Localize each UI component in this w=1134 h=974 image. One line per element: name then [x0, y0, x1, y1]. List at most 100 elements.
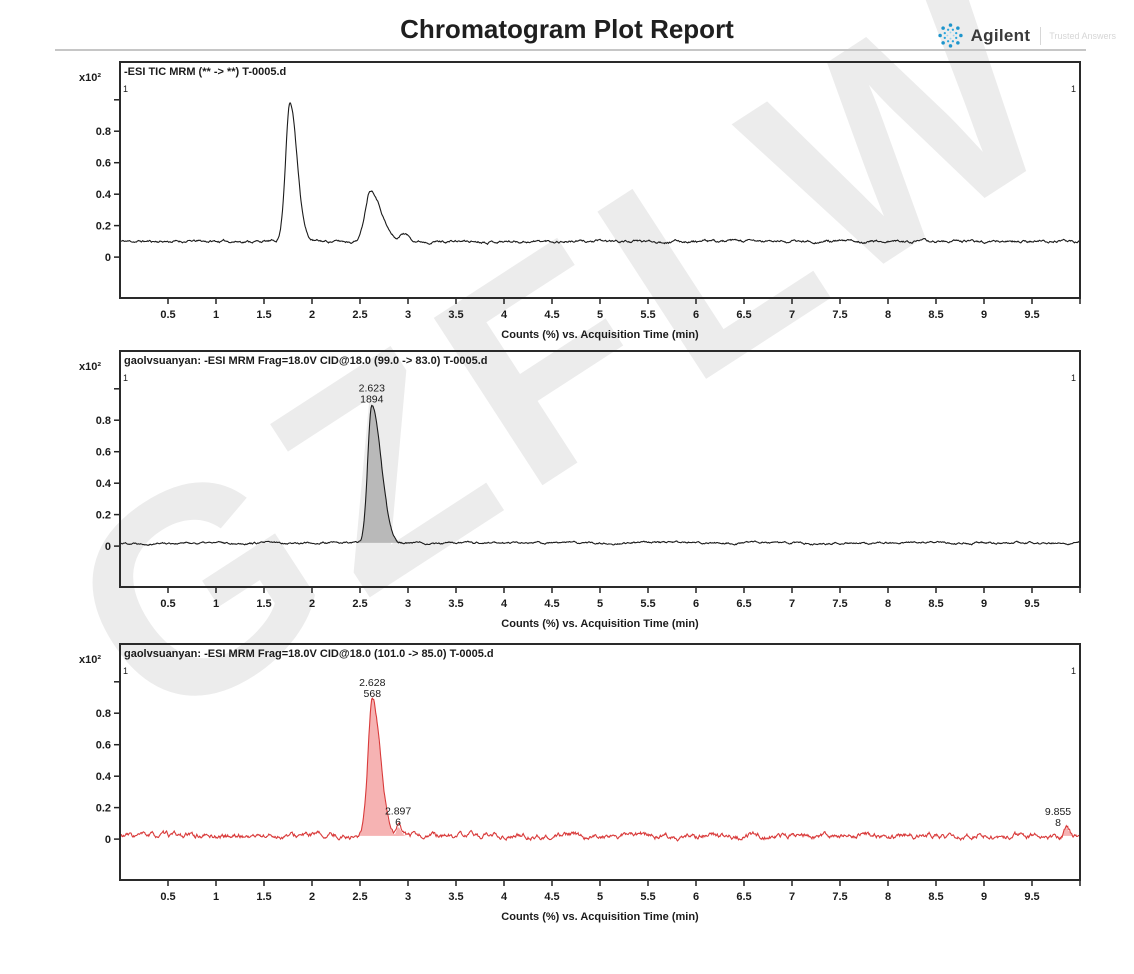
x-tick-label: 3 [405, 598, 411, 610]
x-tick-label: 4 [501, 309, 508, 321]
x-tick-label: 8.5 [928, 598, 943, 610]
peak-rt-label: 9.855 [1045, 806, 1071, 818]
y-tick-label: 0.4 [96, 189, 112, 201]
segment-marker-left: 1 [123, 373, 128, 383]
segment-marker-right: 1 [1071, 373, 1076, 383]
x-tick-label: 2.5 [352, 598, 367, 610]
x-tick-label: 5 [597, 891, 603, 903]
x-tick-label: 2 [309, 309, 315, 321]
x-tick-label: 7.5 [832, 598, 847, 610]
x-tick-label: 9 [981, 598, 987, 610]
peak-fill [1058, 828, 1079, 836]
x-tick-label: 5.5 [640, 309, 655, 321]
y-tick-label: 0.8 [96, 126, 111, 138]
x-tick-label: 9.5 [1024, 598, 1039, 610]
x-tick-label: 6.5 [736, 598, 751, 610]
x-tick-label: 7 [789, 309, 795, 321]
x-tick-label: 5 [597, 309, 603, 321]
segment-marker-left: 1 [123, 84, 128, 94]
peak-area-label: 8 [1055, 817, 1061, 829]
x-tick-label: 9.5 [1024, 309, 1039, 321]
x-tick-label: 8 [885, 309, 891, 321]
x-tick-label: 6 [693, 598, 699, 610]
x-tick-label: 3.5 [448, 309, 463, 321]
y-tick-label: 0 [105, 834, 111, 846]
x-tick-label: 9 [981, 309, 987, 321]
x-tick-label: 3.5 [448, 891, 463, 903]
x-tick-label: 1 [213, 598, 219, 610]
x-tick-label: 9.5 [1024, 891, 1039, 903]
x-tick-label: 0.5 [160, 309, 175, 321]
x-tick-label: 4.5 [544, 309, 559, 321]
plot-frame [119, 61, 1081, 299]
x-tick-label: 7.5 [832, 309, 847, 321]
report-title: Chromatogram Plot Report [400, 14, 734, 44]
chromatogram-plot: x10² 0 0.2 0.4 0.6 0.8 0.5 1 1.5 2 2.5 3 3.5 4 4.5 5 5.5… [79, 643, 1081, 923]
chromatogram-trace [121, 697, 1079, 842]
x-tick-label: 7.5 [832, 891, 847, 903]
y-tick-label: 0.8 [96, 415, 111, 427]
agilent-wordmark: Agilent [970, 25, 1031, 45]
x-tick-label: 6.5 [736, 309, 751, 321]
agilent-logo: Agilent Trusted Answers [937, 22, 1116, 49]
y-tick-label: 0.8 [96, 708, 111, 720]
segment-marker-right: 1 [1071, 84, 1076, 94]
x-tick-label: 8 [885, 598, 891, 610]
plot-frame [119, 643, 1081, 881]
chromatogram-panel-tic: x10² 0 0.2 0.4 0.6 0.8 0.5 1 1.5 2 2.5 3 3.5 4 4.5 5 5.5… [65, 60, 1085, 352]
x-tick-label: 0.5 [160, 891, 175, 903]
y-tick-label: 0.2 [96, 803, 111, 815]
x-tick-label: 1.5 [256, 309, 271, 321]
x-tick-label: 7 [789, 598, 795, 610]
y-scale-label: x10² [79, 654, 101, 666]
peak-rt-label: 2.623 [359, 383, 385, 395]
x-tick-label: 4 [501, 598, 508, 610]
y-tick-label: 0.6 [96, 740, 111, 752]
x-tick-label: 7 [789, 891, 795, 903]
peak-fill [355, 404, 418, 543]
peak-fill [391, 827, 413, 836]
y-tick-label: 0.6 [96, 447, 111, 459]
chromatogram-plot: x10² 0 0.2 0.4 0.6 0.8 0.5 1 1.5 2 2.5 3 3.5 4 4.5 5 5.5… [79, 61, 1081, 341]
x-axis-label: Counts (%) vs. Acquisition Time (min) [501, 911, 699, 923]
x-tick-label: 1 [213, 891, 219, 903]
x-tick-label: 1 [213, 309, 219, 321]
x-tick-label: 3 [405, 891, 411, 903]
segment-marker-right: 1 [1071, 666, 1076, 676]
chromatogram-panel-mrm-99-83: x10² 0 0.2 0.4 0.6 0.8 0.5 1 1.5 2 2.5 3 3.5 4 4.5 5 5.5… [65, 349, 1085, 641]
panel-title: gaolvsuanyan: -ESI MRM Frag=18.0V CID@18… [124, 355, 487, 367]
x-tick-label: 6.5 [736, 891, 751, 903]
x-tick-label: 2 [309, 891, 315, 903]
x-tick-label: 8 [885, 891, 891, 903]
plot-frame [119, 350, 1081, 588]
x-tick-label: 2.5 [352, 309, 367, 321]
brand-divider [1040, 26, 1042, 45]
y-tick-label: 0.4 [96, 771, 112, 783]
panel-title: gaolvsuanyan: -ESI MRM Frag=18.0V CID@18… [124, 648, 494, 660]
y-tick-label: 0.6 [96, 158, 111, 170]
segment-marker-left: 1 [123, 666, 128, 676]
y-tick-label: 0.4 [96, 478, 112, 490]
chromatogram-trace [121, 101, 1079, 246]
x-tick-label: 9 [981, 891, 987, 903]
y-tick-label: 0.2 [96, 510, 111, 522]
x-tick-label: 3.5 [448, 598, 463, 610]
x-tick-label: 3 [405, 309, 411, 321]
peak-area-label: 6 [395, 816, 401, 828]
x-tick-label: 4.5 [544, 598, 559, 610]
x-axis-label: Counts (%) vs. Acquisition Time (min) [501, 618, 699, 630]
peak-area-label: 1894 [360, 394, 384, 406]
agilent-spark-icon [937, 23, 963, 48]
x-tick-label: 6 [693, 891, 699, 903]
x-tick-label: 5 [597, 598, 603, 610]
chromatogram-trace [121, 404, 1079, 546]
x-tick-label: 2.5 [352, 891, 367, 903]
x-tick-label: 6 [693, 309, 699, 321]
chromatogram-plot: x10² 0 0.2 0.4 0.6 0.8 0.5 1 1.5 2 2.5 3 3.5 4 4.5 5 5.5… [79, 350, 1081, 630]
y-scale-label: x10² [79, 72, 101, 84]
y-tick-label: 0.2 [96, 221, 111, 233]
peak-rt-label: 2.628 [359, 677, 385, 689]
header-divider [55, 49, 1086, 51]
x-tick-label: 5.5 [640, 598, 655, 610]
